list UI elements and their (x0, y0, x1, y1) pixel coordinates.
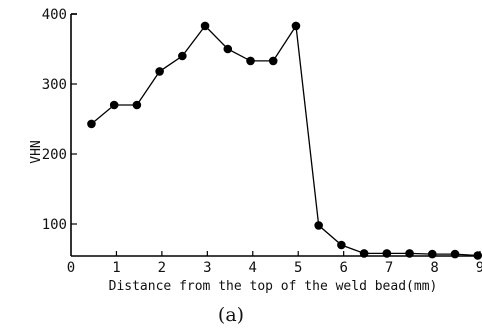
x-tick-label: 0 (67, 260, 75, 276)
y-tick-label: 300 (42, 77, 67, 93)
figure-caption: (a) (218, 304, 244, 326)
x-tick-label: 1 (112, 260, 120, 276)
data-point (109, 100, 119, 110)
plot-frame (70, 13, 480, 257)
x-tick-label: 5 (294, 260, 302, 276)
data-point (473, 251, 482, 260)
data-point (450, 249, 460, 259)
x-axis-label: Distance from the top of the weld bead(m… (109, 279, 438, 294)
data-point (155, 67, 164, 76)
data-point (314, 221, 323, 230)
series-layer (87, 21, 482, 260)
y-axis-label: VHN (29, 140, 44, 163)
x-tick-label: 8 (430, 260, 438, 276)
y-tick-label: 100 (42, 217, 67, 233)
data-point (291, 21, 301, 31)
data-point (268, 56, 278, 66)
data-point (132, 100, 142, 110)
data-point (382, 249, 392, 258)
series-line (91, 24, 478, 257)
axis-ticks: 0 1 2 3 4 5 6 7 8 9 100 200 300 400 (42, 7, 482, 276)
data-point (359, 249, 369, 258)
data-point (337, 240, 346, 250)
data-point (87, 119, 96, 129)
data-point (178, 51, 187, 61)
x-tick-label: 6 (339, 260, 347, 276)
data-point (427, 249, 437, 259)
x-tick-label: 2 (158, 260, 166, 276)
data-point (246, 56, 255, 66)
x-tick-label: 3 (203, 260, 211, 276)
y-tick-label: 400 (42, 7, 67, 23)
data-point (223, 44, 233, 54)
data-point (200, 21, 210, 31)
data-point (405, 249, 414, 258)
x-tick-label: 9 (476, 260, 482, 276)
x-tick-label: 4 (249, 260, 257, 276)
x-tick-label: 7 (385, 260, 393, 276)
y-tick-label: 200 (42, 147, 67, 163)
